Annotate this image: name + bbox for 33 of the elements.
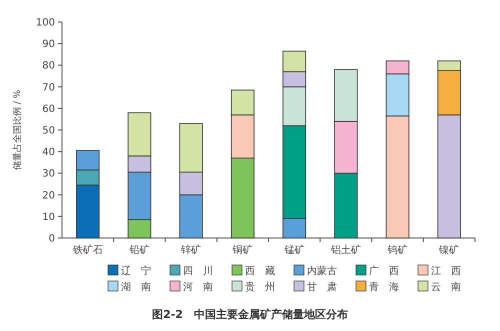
y-tick-label: 30 <box>42 168 55 180</box>
legend-label: 青 海 <box>369 281 399 293</box>
legend-label: 贵 州 <box>245 281 275 293</box>
y-tick-label: 80 <box>42 60 55 72</box>
y-tick-label: 100 <box>36 18 55 28</box>
y-tick-label: 70 <box>42 82 55 94</box>
x-tick-label: 铜矿 <box>232 244 253 256</box>
legend-label: 四 川 <box>183 265 213 277</box>
x-tick-label: 钨矿 <box>386 244 408 256</box>
y-tick-label: 40 <box>42 147 55 158</box>
x-tick-label: 铁矿石 <box>72 244 103 256</box>
legend-label: 西 藏 <box>245 265 275 277</box>
y-tick-label: 10 <box>42 212 55 223</box>
legend-label: 广 西 <box>369 265 399 277</box>
x-tick-label: 铅矿 <box>128 244 150 256</box>
text: 图2-2 中国主要金属矿产储量地区分布 <box>152 308 348 321</box>
x-tick-label: 锰矿 <box>283 244 304 256</box>
legend-label: 辽 宁 <box>121 265 151 277</box>
legend-label: 云 南 <box>431 281 461 293</box>
x-tick-label: 镍矿 <box>438 244 460 256</box>
x-tick-label: 铝土矿 <box>330 244 361 256</box>
legend-label: 河 南 <box>183 281 213 293</box>
y-tick-label: 60 <box>42 104 55 115</box>
y-tick-label: 90 <box>42 39 55 50</box>
y-tick-label: 20 <box>42 190 55 202</box>
y-tick-label: 0 <box>48 234 55 244</box>
legend-label: 甘 肃 <box>307 281 337 293</box>
x-tick-label: 锌矿 <box>180 244 202 256</box>
y-tick-label: 50 <box>42 126 55 136</box>
legend-label: 内蒙古 <box>307 265 337 277</box>
legend-label: 江 西 <box>431 265 461 277</box>
y-axis-title: 储量占全国比例 / % <box>12 89 23 170</box>
legend-label: 湖 南 <box>121 281 151 293</box>
